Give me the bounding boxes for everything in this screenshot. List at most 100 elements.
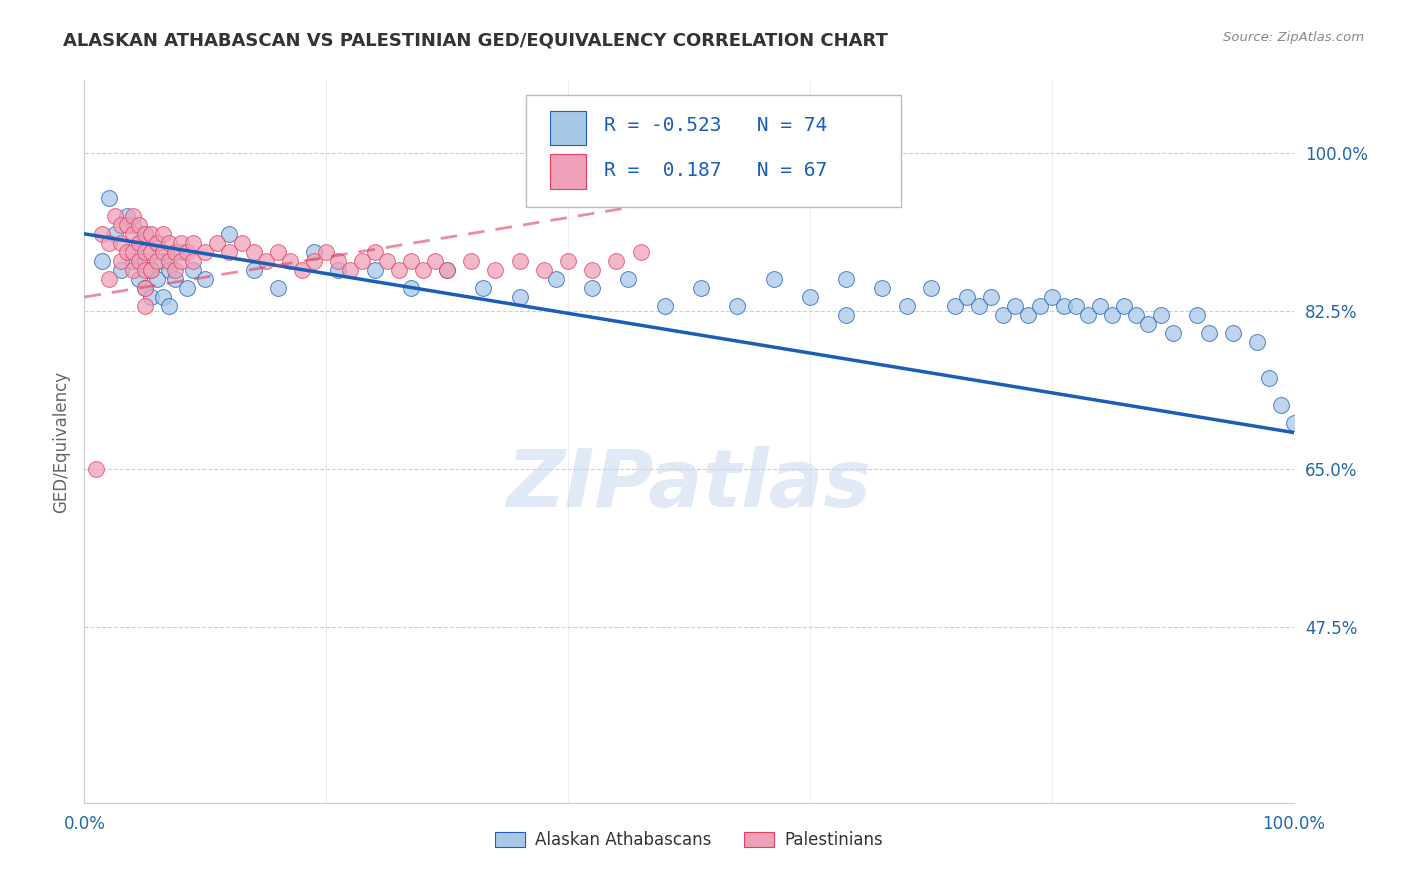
Point [128, 272, 150, 286]
Point [835, 308, 858, 322]
Legend: Alaskan Athabascans, Palestinians: Alaskan Athabascans, Palestinians [488, 824, 890, 856]
Text: R =  0.187   N = 67: R = 0.187 N = 67 [605, 161, 828, 180]
Point [302, 244, 325, 259]
Point [110, 263, 132, 277]
Point [134, 254, 156, 268]
Point [267, 281, 290, 295]
Bar [550, 154, 586, 189]
Point [617, 272, 640, 286]
Point [278, 254, 301, 268]
Point [121, 218, 143, 232]
Text: ALASKAN ATHABASCAN VS PALESTINIAN GED/EQUIVALENCY CORRELATION CHART: ALASKAN ATHABASCAN VS PALESTINIAN GED/EQ… [63, 31, 889, 49]
Point [181, 254, 204, 268]
Point [139, 263, 162, 277]
Point [1258, 371, 1281, 385]
Point [557, 254, 579, 268]
Point [146, 272, 169, 286]
Point [1185, 308, 1208, 322]
Point [121, 227, 143, 241]
Point [176, 281, 198, 295]
Point [352, 254, 374, 268]
Point [134, 263, 156, 277]
Point [134, 281, 156, 295]
Point [110, 218, 132, 232]
Point [363, 263, 385, 277]
Point [157, 254, 180, 268]
Point [115, 209, 138, 223]
Point [630, 244, 652, 259]
Point [835, 272, 858, 286]
Point [231, 235, 253, 250]
Point [139, 244, 162, 259]
Point [242, 244, 264, 259]
Point [872, 281, 894, 295]
Point [134, 299, 156, 313]
Point [97, 191, 120, 205]
Point [139, 263, 162, 277]
Point [152, 290, 174, 304]
Point [1101, 308, 1123, 322]
Point [315, 244, 337, 259]
Point [375, 254, 398, 268]
Point [1222, 326, 1244, 341]
Point [134, 227, 156, 241]
Point [920, 281, 942, 295]
Point [218, 227, 240, 241]
Point [152, 244, 174, 259]
Bar [550, 111, 586, 145]
Point [121, 209, 143, 223]
Point [121, 254, 143, 268]
Point [165, 272, 187, 286]
Point [91, 254, 114, 268]
Point [165, 263, 187, 277]
Point [115, 244, 138, 259]
Point [363, 244, 385, 259]
Point [97, 235, 120, 250]
Point [1064, 299, 1087, 313]
Point [1270, 398, 1292, 412]
Point [218, 244, 240, 259]
Point [605, 254, 627, 268]
Point [423, 254, 446, 268]
Point [436, 263, 458, 277]
Point [121, 244, 143, 259]
Point [86, 461, 108, 475]
Point [725, 299, 748, 313]
Point [1125, 308, 1147, 322]
Point [157, 235, 180, 250]
Point [1053, 299, 1076, 313]
Point [654, 299, 676, 313]
Point [139, 290, 162, 304]
Point [115, 218, 138, 232]
Point [399, 254, 422, 268]
Point [1246, 335, 1268, 350]
Point [1040, 290, 1063, 304]
Point [1028, 299, 1050, 313]
Point [139, 227, 162, 241]
Point [170, 235, 193, 250]
Point [1017, 308, 1039, 322]
Point [1137, 317, 1160, 331]
Point [176, 244, 198, 259]
Point [157, 299, 180, 313]
Point [97, 272, 120, 286]
Point [128, 218, 150, 232]
Point [581, 281, 603, 295]
Point [104, 209, 127, 223]
Point [181, 235, 204, 250]
Point [91, 227, 114, 241]
Point [328, 263, 350, 277]
Point [1161, 326, 1184, 341]
Point [509, 254, 531, 268]
Point [993, 308, 1015, 322]
Point [1088, 299, 1111, 313]
Point [254, 254, 277, 268]
Point [460, 254, 482, 268]
Point [896, 299, 918, 313]
Point [943, 299, 966, 313]
Point [146, 235, 169, 250]
Point [509, 290, 531, 304]
Point [1077, 308, 1099, 322]
Text: ZIPatlas: ZIPatlas [506, 446, 872, 524]
Point [134, 281, 156, 295]
